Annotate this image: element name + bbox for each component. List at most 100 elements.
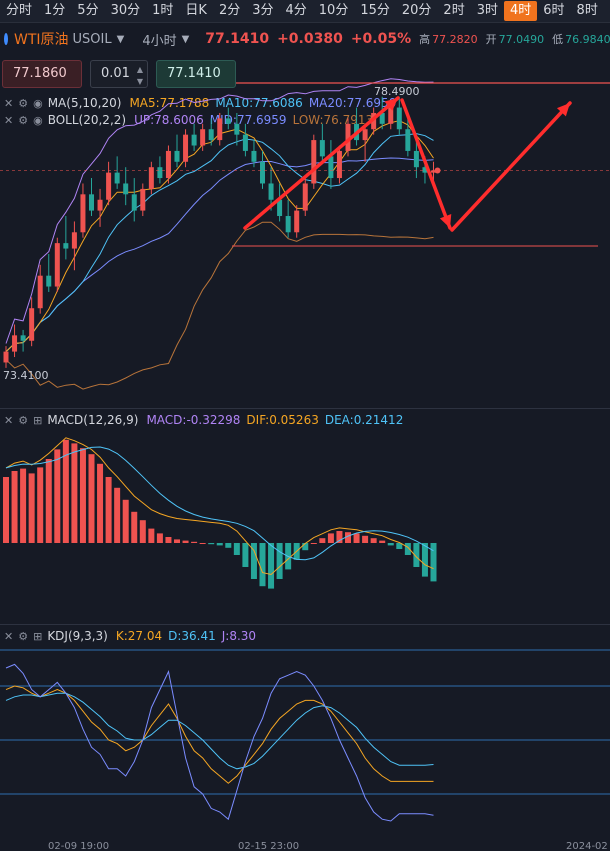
timeframe-tab-11[interactable]: 20分 [401, 3, 432, 18]
timeframe-tab-14[interactable]: 4时 [503, 1, 538, 21]
macd-bar [105, 477, 112, 543]
candle-body [413, 150, 419, 168]
timeframe-tab-0[interactable]: 分时 [6, 3, 33, 18]
ma5-line [5, 120, 434, 352]
j-value: J:8.30 [221, 629, 257, 643]
macd-bar [225, 543, 232, 548]
timeframe-tab-7[interactable]: 3分 [252, 3, 274, 18]
kdj-name: KDJ(9,3,3) [47, 629, 108, 643]
timeframe-tab-1[interactable]: 1分 [44, 3, 66, 18]
timeframe-tab-16[interactable]: 8时 [576, 3, 598, 18]
macd-bar [387, 543, 394, 546]
candle-body [208, 129, 214, 141]
symbol-code[interactable]: USOIL [72, 31, 112, 47]
candle-body [54, 243, 60, 287]
close-icon[interactable]: ✕ [4, 629, 14, 643]
macd-bar [242, 543, 249, 567]
timeframe-tab-12[interactable]: 2时 [443, 3, 465, 18]
macd-bar [216, 543, 223, 546]
settings-icon[interactable]: ⚙ [18, 96, 29, 110]
macd-bar [362, 535, 369, 543]
macd-bar [148, 528, 155, 543]
decrement-icon[interactable]: ▼ [136, 77, 143, 86]
ma-legend: ✕ ⚙ ◉ MA(5,10,20) MA5:77.1788 MA10:77.60… [4, 95, 402, 111]
timeframe-tab-9[interactable]: 10分 [318, 3, 349, 18]
ma10-value: MA10:77.6086 [215, 96, 303, 110]
close-icon[interactable]: ✕ [4, 96, 14, 110]
macd-bar [396, 543, 403, 549]
symbol-icon [4, 33, 8, 45]
timeframe-tab-8[interactable]: 4分 [285, 3, 307, 18]
candle-body [80, 194, 86, 233]
candle-body [405, 129, 411, 151]
candle-body [294, 210, 300, 233]
macd-bar [71, 443, 78, 543]
macd-bar [345, 532, 351, 543]
macd-bar [404, 543, 411, 555]
add-icon[interactable]: ⊞ [33, 629, 43, 643]
candle-body [148, 167, 154, 189]
price-change-pct: +0.05% [350, 31, 412, 47]
open-value: 77.0490 [498, 32, 545, 46]
chevron-down-icon[interactable]: ▼ [181, 33, 190, 45]
symbol-name[interactable]: WTI原油 [14, 32, 69, 48]
candle-body [225, 118, 231, 124]
candle-body [12, 335, 18, 352]
increment-icon[interactable]: ▲ [136, 65, 143, 74]
open-label: 开 [485, 33, 497, 46]
candle-body [3, 351, 9, 363]
timeframe-tab-13[interactable]: 3时 [476, 3, 498, 18]
candle-body [183, 134, 189, 162]
timeframe-tab-2[interactable]: 5分 [77, 3, 99, 18]
lot-value: 0.01 [101, 66, 130, 81]
annotation-arrow-down-head [439, 214, 452, 228]
candle-body [396, 107, 402, 130]
buy-price-button[interactable]: 77.1410 [156, 60, 236, 88]
settings-icon[interactable]: ⚙ [18, 413, 29, 427]
macd-bar [3, 477, 9, 543]
panel-divider [0, 408, 610, 409]
timeframe-tab-15[interactable]: 6时 [543, 3, 565, 18]
chevron-down-icon[interactable]: ▼ [116, 33, 125, 45]
macd-bar [421, 543, 428, 577]
macd-bar [250, 543, 257, 579]
eye-icon[interactable]: ◉ [33, 113, 43, 127]
macd-bar [28, 473, 35, 543]
close-icon[interactable]: ✕ [4, 113, 14, 127]
timeframe-tab-3[interactable]: 30分 [110, 3, 141, 18]
eye-icon[interactable]: ◉ [33, 96, 43, 110]
d-value: D:36.41 [168, 629, 216, 643]
macd-bar [199, 543, 206, 544]
period-selector[interactable]: 4小时 [142, 33, 177, 49]
ma20-value: MA20:77.6950 [308, 96, 397, 110]
timeframe-tab-4[interactable]: 1时 [152, 3, 174, 18]
timeframe-tab-10[interactable]: 15分 [360, 3, 390, 18]
candle-body [311, 140, 317, 184]
low-value: 76.9840 [565, 32, 610, 46]
high-value: 77.2820 [432, 32, 478, 46]
macd-bar [336, 531, 343, 543]
timeframe-tab-5[interactable]: 日K [185, 3, 207, 18]
annotation-arrow-target [450, 101, 572, 232]
ma5-value: MA5:77.1788 [129, 96, 210, 110]
timeframe-tab-6[interactable]: 2分 [218, 3, 241, 18]
macd-bar [174, 539, 180, 543]
dea-value: DEA:0.21412 [324, 413, 404, 427]
close-icon[interactable]: ✕ [4, 413, 14, 427]
macd-name: MACD(12,26,9) [47, 413, 139, 427]
macd-bar [88, 454, 95, 543]
candle-body [422, 167, 428, 173]
macd-bar [79, 448, 86, 543]
candle-body [362, 129, 368, 141]
high-label: 高 [419, 33, 431, 46]
candle-body [123, 183, 129, 195]
sell-price-button[interactable]: 77.1860 [2, 60, 82, 88]
settings-icon[interactable]: ⚙ [18, 629, 29, 643]
lot-input[interactable]: 0.01 ▲ ▼ [90, 60, 148, 88]
candle-body [165, 150, 171, 179]
macd-bar [131, 511, 138, 543]
settings-icon[interactable]: ⚙ [18, 113, 29, 127]
macd-bar [97, 463, 104, 543]
add-icon[interactable]: ⊞ [33, 413, 43, 427]
